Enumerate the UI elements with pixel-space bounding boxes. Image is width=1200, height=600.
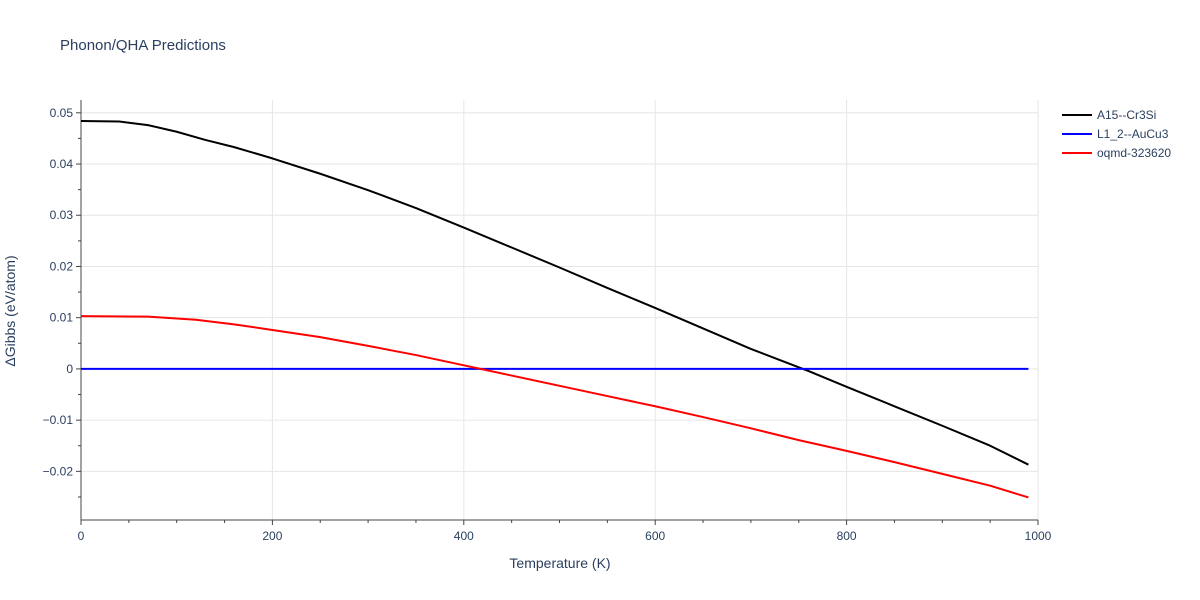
x-tick-label: 0 [78,529,85,543]
series-line-a15-cr3si [80,120,1029,466]
legend-label-a15-cr3si: A15--Cr3Si [1097,108,1156,122]
y-tick-label: 0.05 [50,106,74,120]
legend: A15--Cr3Si L1_2--AuCu3 oqmd-323620 [1062,108,1171,160]
legend-label-oqmd-323620: oqmd-323620 [1097,146,1171,160]
y-tick-label: 0.04 [50,157,74,171]
y-tick-label: 0.02 [50,259,74,273]
y-tick-label: −0.01 [43,413,74,427]
y-tick-label: 0.03 [50,208,74,222]
series-line-oqmd-323620 [80,315,1029,499]
x-axis-title: Temperature (K) [509,555,610,571]
axes: 0 200 400 600 800 1000 −0.02 −0.01 0 0.01 0.02 0.03… [43,100,1052,543]
y-tick-label: 0 [66,362,73,376]
series-group [80,120,1029,499]
x-tick-label: 200 [262,529,282,543]
x-tick-label: 800 [837,529,857,543]
chart-title: Phonon/QHA Predictions [60,37,226,54]
grid [81,100,1039,520]
y-axis-title: ΔGibbs (eV/atom) [2,255,18,366]
x-tick-label: 400 [454,529,474,543]
legend-label-l1-2-aucu3: L1_2--AuCu3 [1097,127,1169,141]
y-tick-label: −0.02 [43,464,74,478]
x-tick-label: 1000 [1025,529,1052,543]
x-tick-label: 600 [645,529,665,543]
y-tick-label: 0.01 [50,311,74,325]
